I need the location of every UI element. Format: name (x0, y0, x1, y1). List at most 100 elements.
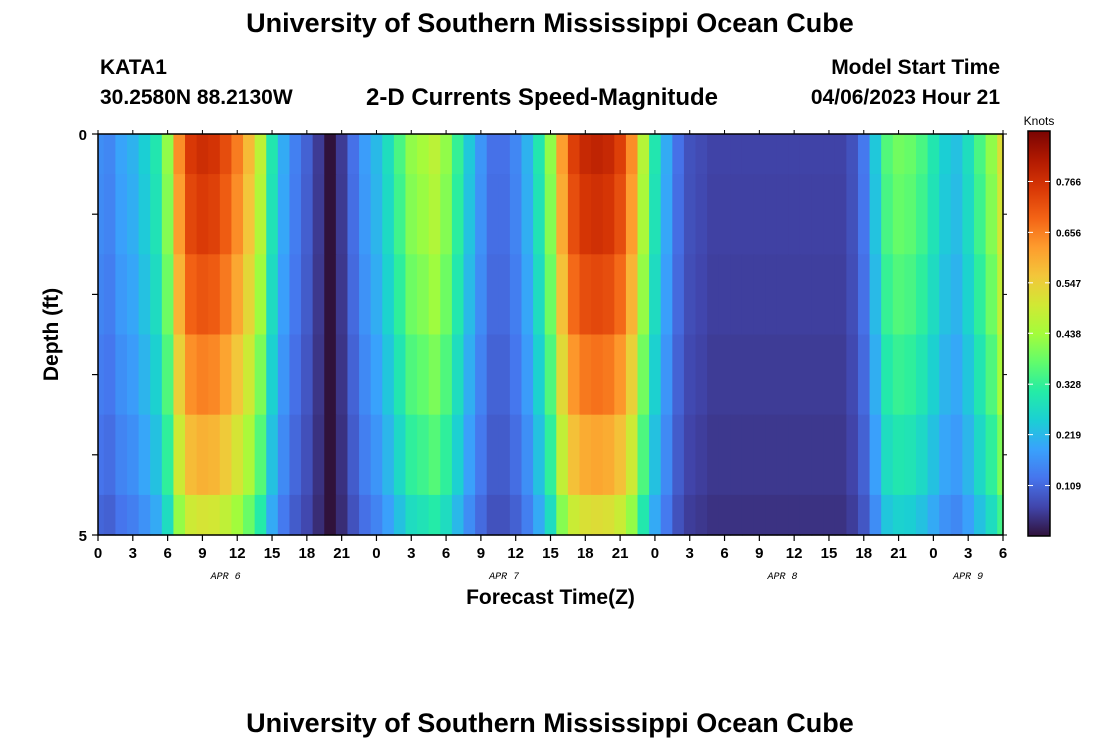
heatmap-cell (475, 414, 488, 496)
x-tick-label: 21 (333, 545, 350, 562)
heatmap-cell (823, 134, 836, 175)
heatmap-cell (741, 134, 755, 175)
heatmap-cell (277, 494, 291, 536)
heatmap-cell (231, 254, 244, 336)
heatmap-cell (266, 174, 279, 255)
heatmap-cell (625, 414, 639, 496)
heatmap-cell (498, 414, 511, 496)
heatmap-cell (138, 254, 151, 336)
heatmap-cell (997, 494, 1004, 536)
x-tick-label: 3 (407, 545, 415, 562)
heatmap-cell (451, 334, 465, 416)
heatmap-cell (103, 414, 116, 496)
heatmap-cell (359, 494, 372, 536)
heatmap-cell (625, 494, 639, 536)
heatmap-cell (289, 334, 302, 416)
heatmap-cell (869, 174, 882, 255)
x-tick-label: 6 (163, 545, 171, 562)
heatmap-cell (730, 494, 743, 536)
heatmap-cell (475, 174, 488, 255)
heatmap-cell (915, 254, 929, 336)
heatmap-cell (776, 334, 789, 416)
heatmap-cell (695, 254, 708, 336)
heatmap-cell (451, 254, 465, 336)
heatmap-cell (556, 254, 569, 336)
heatmap-cell (939, 134, 952, 175)
heatmap-cell (115, 174, 128, 255)
heatmap-cell (950, 254, 963, 336)
heatmap-cell (533, 494, 546, 536)
heatmap-cell (417, 134, 430, 175)
heatmap-cell (591, 414, 604, 496)
heatmap-cell (788, 414, 801, 496)
heatmap-cell (637, 334, 650, 416)
y-tick-label: 0 (79, 127, 87, 144)
heatmap-cell (997, 334, 1004, 416)
heatmap-cell (115, 134, 128, 175)
heatmap-cell (127, 414, 140, 496)
heatmap-cell (231, 134, 244, 175)
heatmap-cell (881, 134, 894, 175)
heatmap-cell (347, 254, 360, 336)
heatmap-cell (370, 414, 383, 496)
heatmap-cell (707, 134, 720, 175)
station-id: KATA1 (100, 56, 167, 79)
heatmap-cell (649, 334, 662, 416)
heatmap-cell (544, 174, 557, 255)
heatmap-cell (718, 174, 731, 255)
heatmap-cell (753, 174, 766, 255)
heatmap-cell (915, 334, 929, 416)
heatmap-cell (672, 334, 685, 416)
heatmap-cell (289, 134, 302, 175)
heatmap-cell (637, 174, 650, 255)
heatmap-cell (973, 334, 987, 416)
heatmap-cell (486, 134, 499, 175)
heatmap-cell (892, 334, 905, 416)
heatmap-cell (393, 334, 407, 416)
heatmap-cell (799, 174, 813, 255)
heatmap-cell (776, 414, 789, 496)
heatmap-cell (857, 414, 871, 496)
heatmap-cell (428, 254, 441, 336)
heatmap-cell (405, 494, 418, 536)
heatmap-cell (254, 414, 267, 496)
heatmap-cell (301, 494, 314, 536)
y-tick-label: 5 (79, 528, 87, 545)
heatmap-cell (892, 134, 905, 175)
heatmap-cell (161, 254, 175, 336)
heatmap-cell (127, 254, 140, 336)
heatmap-cell (892, 174, 905, 255)
heatmap-cell (138, 494, 151, 536)
heatmap-cell (185, 134, 198, 175)
heatmap-cell (869, 134, 882, 175)
heatmap-cell (741, 414, 755, 496)
heatmap-cell (602, 254, 615, 336)
heatmap-cell (196, 254, 209, 336)
heatmap-cell (509, 174, 523, 255)
heatmap-cell (846, 134, 859, 175)
heatmap-cell (161, 134, 175, 175)
heatmap-cell (324, 494, 337, 536)
heatmap-cell (776, 494, 789, 536)
heatmap-cell (962, 334, 975, 416)
heatmap-cell (150, 174, 163, 255)
heatmap-cell (440, 174, 453, 255)
heatmap-cell (475, 494, 488, 536)
heatmap-cell (161, 174, 175, 255)
heatmap-cell (440, 414, 453, 496)
heatmap-cell (428, 174, 441, 255)
heatmap-cell (741, 254, 755, 336)
heatmap-cell (985, 334, 998, 416)
heatmap-cell (602, 494, 615, 536)
heatmap-cell (660, 494, 673, 536)
heatmap-cell (196, 494, 209, 536)
x-tick-label: 21 (890, 545, 907, 562)
heatmap-cell (683, 174, 697, 255)
heatmap-cell (788, 254, 801, 336)
heatmap-cell (927, 334, 940, 416)
heatmap-cell (451, 174, 465, 255)
heatmap-cell (846, 334, 859, 416)
heatmap-cell (266, 494, 279, 536)
heatmap-cell (799, 494, 813, 536)
heatmap-cell (823, 494, 836, 536)
